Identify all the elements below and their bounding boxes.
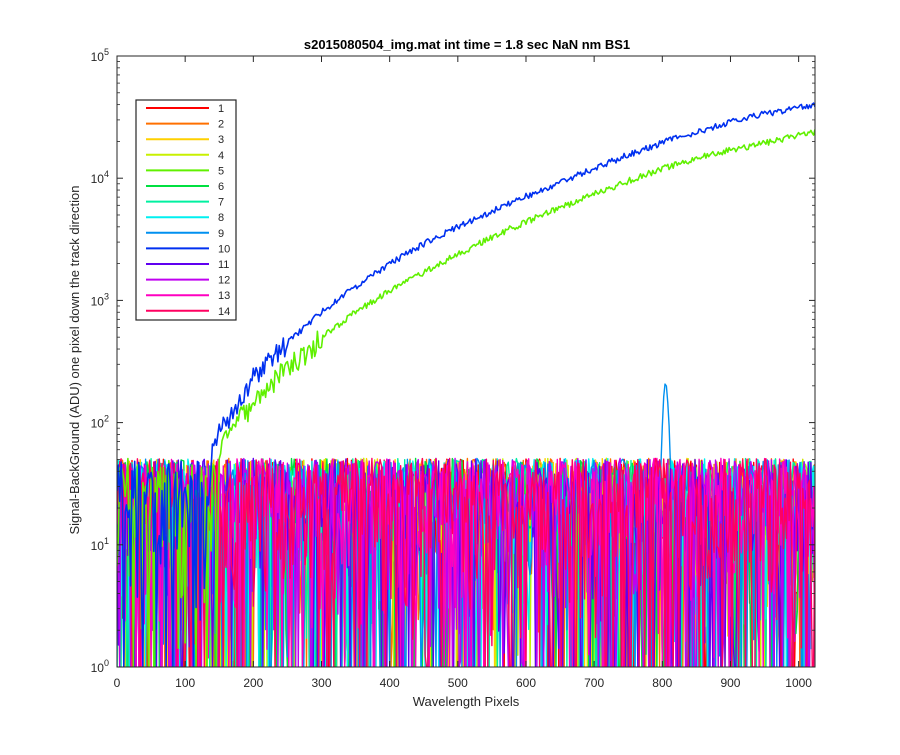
x-tick-label: 500 xyxy=(448,676,468,690)
legend-label: 8 xyxy=(218,212,224,224)
legend-item[interactable]: 5 xyxy=(146,165,224,177)
y-tick-label: 100 xyxy=(91,658,109,675)
series-line-10 xyxy=(117,102,815,667)
x-tick-label: 600 xyxy=(516,676,536,690)
x-tick-label: 0 xyxy=(114,676,121,690)
x-tick-label: 900 xyxy=(720,676,740,690)
legend-item[interactable]: 1 xyxy=(146,103,224,115)
legend-item[interactable]: 11 xyxy=(146,259,229,271)
x-tick-label: 800 xyxy=(652,676,672,690)
legend-label: 14 xyxy=(218,306,230,318)
legend-item[interactable]: 3 xyxy=(146,134,224,146)
plot-frame xyxy=(116,55,816,668)
y-tick-label: 102 xyxy=(91,414,109,431)
chart-title: s2015080504_img.mat int time = 1.8 sec N… xyxy=(304,37,630,52)
x-axis-title: Wavelength Pixels xyxy=(413,694,520,709)
x-tick-label: 700 xyxy=(584,676,604,690)
x-tick-label: 400 xyxy=(380,676,400,690)
legend-label: 3 xyxy=(218,134,224,146)
legend-label: 1 xyxy=(218,103,224,115)
legend-item[interactable]: 6 xyxy=(146,181,224,193)
legend-label: 6 xyxy=(218,181,224,193)
y-tick-label: 103 xyxy=(91,291,109,308)
y-tick-label: 104 xyxy=(91,169,109,186)
series-layer xyxy=(117,102,815,667)
x-tick-label: 300 xyxy=(311,676,331,690)
legend-item[interactable]: 13 xyxy=(146,290,230,302)
x-axis: 0 100 200 300 400 500 600 700 800 900 1000 xyxy=(114,56,812,690)
x-tick-label: 1000 xyxy=(785,676,812,690)
legend-label: 12 xyxy=(218,275,230,287)
legend-box xyxy=(135,99,237,321)
y-tick-label: 105 xyxy=(91,47,109,64)
series-line-14 xyxy=(117,457,815,667)
legend-item[interactable]: 9 xyxy=(146,228,224,240)
legend-label: 5 xyxy=(218,165,224,177)
legend-item[interactable]: 10 xyxy=(146,243,230,255)
y-tick-label: 101 xyxy=(91,536,109,553)
legend-item[interactable]: 7 xyxy=(146,197,224,209)
legend-label: 13 xyxy=(218,290,230,302)
legend-label: 11 xyxy=(218,259,229,271)
legend-item[interactable]: 2 xyxy=(146,119,224,131)
legend-label: 4 xyxy=(218,150,224,162)
x-tick-label: 200 xyxy=(243,676,263,690)
legend-item[interactable]: 12 xyxy=(146,275,230,287)
legend-label: 10 xyxy=(218,243,230,255)
x-tick-label: 100 xyxy=(175,676,195,690)
legend-item[interactable]: 4 xyxy=(146,150,224,162)
legend-label: 9 xyxy=(218,228,224,240)
series-line-13 xyxy=(117,457,815,667)
legend-label: 2 xyxy=(218,119,224,131)
y-axis-title: Signal-BackGround (ADU) one pixel down t… xyxy=(67,185,82,534)
legend-item[interactable]: 8 xyxy=(146,212,224,224)
series-line-5 xyxy=(117,129,815,667)
legend-item[interactable]: 14 xyxy=(146,306,230,318)
legend-label: 7 xyxy=(218,197,224,209)
